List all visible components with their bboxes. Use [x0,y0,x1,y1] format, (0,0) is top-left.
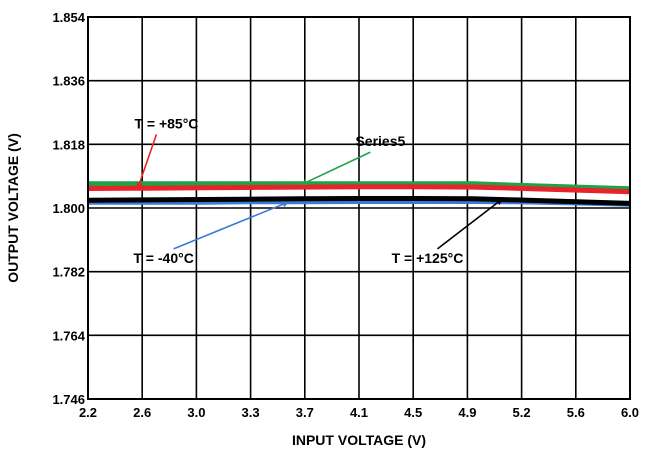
annotation-arrow-t-85-c [136,134,158,190]
y-tick-label: 1.800 [52,201,85,216]
annotations: T = +85°C Series5 T = -40°C T = +125°C [133,115,503,266]
x-tick-label: 4.5 [404,405,422,420]
x-tick-label: 6.0 [621,405,639,420]
x-tick-label: 3.7 [296,405,314,420]
annotation-arrow-series5 [300,151,371,186]
x-axis-title: INPUT VOLTAGE (V) [292,432,426,448]
series-lines [87,181,631,207]
series-line-t-85-c [87,184,631,195]
y-tick-label: 1.764 [52,328,85,343]
y-tick-label: 1.782 [52,265,85,280]
annotation-label-series5: Series5 [355,133,405,149]
annotation-arrow-t-125-c [436,198,503,250]
x-tick-label: 3.0 [187,405,205,420]
annotation-arrow-t-40-c [173,201,289,250]
x-tick-label: 2.2 [79,405,97,420]
y-axis-title: OUTPUT VOLTAGE (V) [5,133,21,283]
plot-frame [87,16,631,400]
series-line-t-125-c [87,196,631,206]
y-tick-label: 1.818 [52,137,85,152]
x-tick-label: 5.6 [567,405,585,420]
y-tick-label: 1.854 [52,10,85,25]
y-tick-labels: 1.854 1.836 1.818 1.800 1.782 1.764 1.746 [52,10,85,407]
y-tick-label: 1.836 [52,74,85,89]
x-tick-label: 4.1 [350,405,368,420]
annotation-label-t-85-c: T = +85°C [134,115,198,131]
grid [88,17,630,399]
annotation-label-t-40-c: T = -40°C [133,250,193,266]
x-tick-label: 4.9 [458,405,476,420]
x-tick-label: 5.2 [513,405,531,420]
annotation-label-t-125-c: T = +125°C [392,250,464,266]
x-tick-label: 3.3 [242,405,260,420]
x-tick-labels: 2.2 2.6 3.0 3.3 3.7 4.1 4.5 4.9 5.2 5.6 6.0 [79,405,639,420]
x-tick-label: 2.6 [133,405,151,420]
y-tick-label: 1.746 [52,392,85,407]
